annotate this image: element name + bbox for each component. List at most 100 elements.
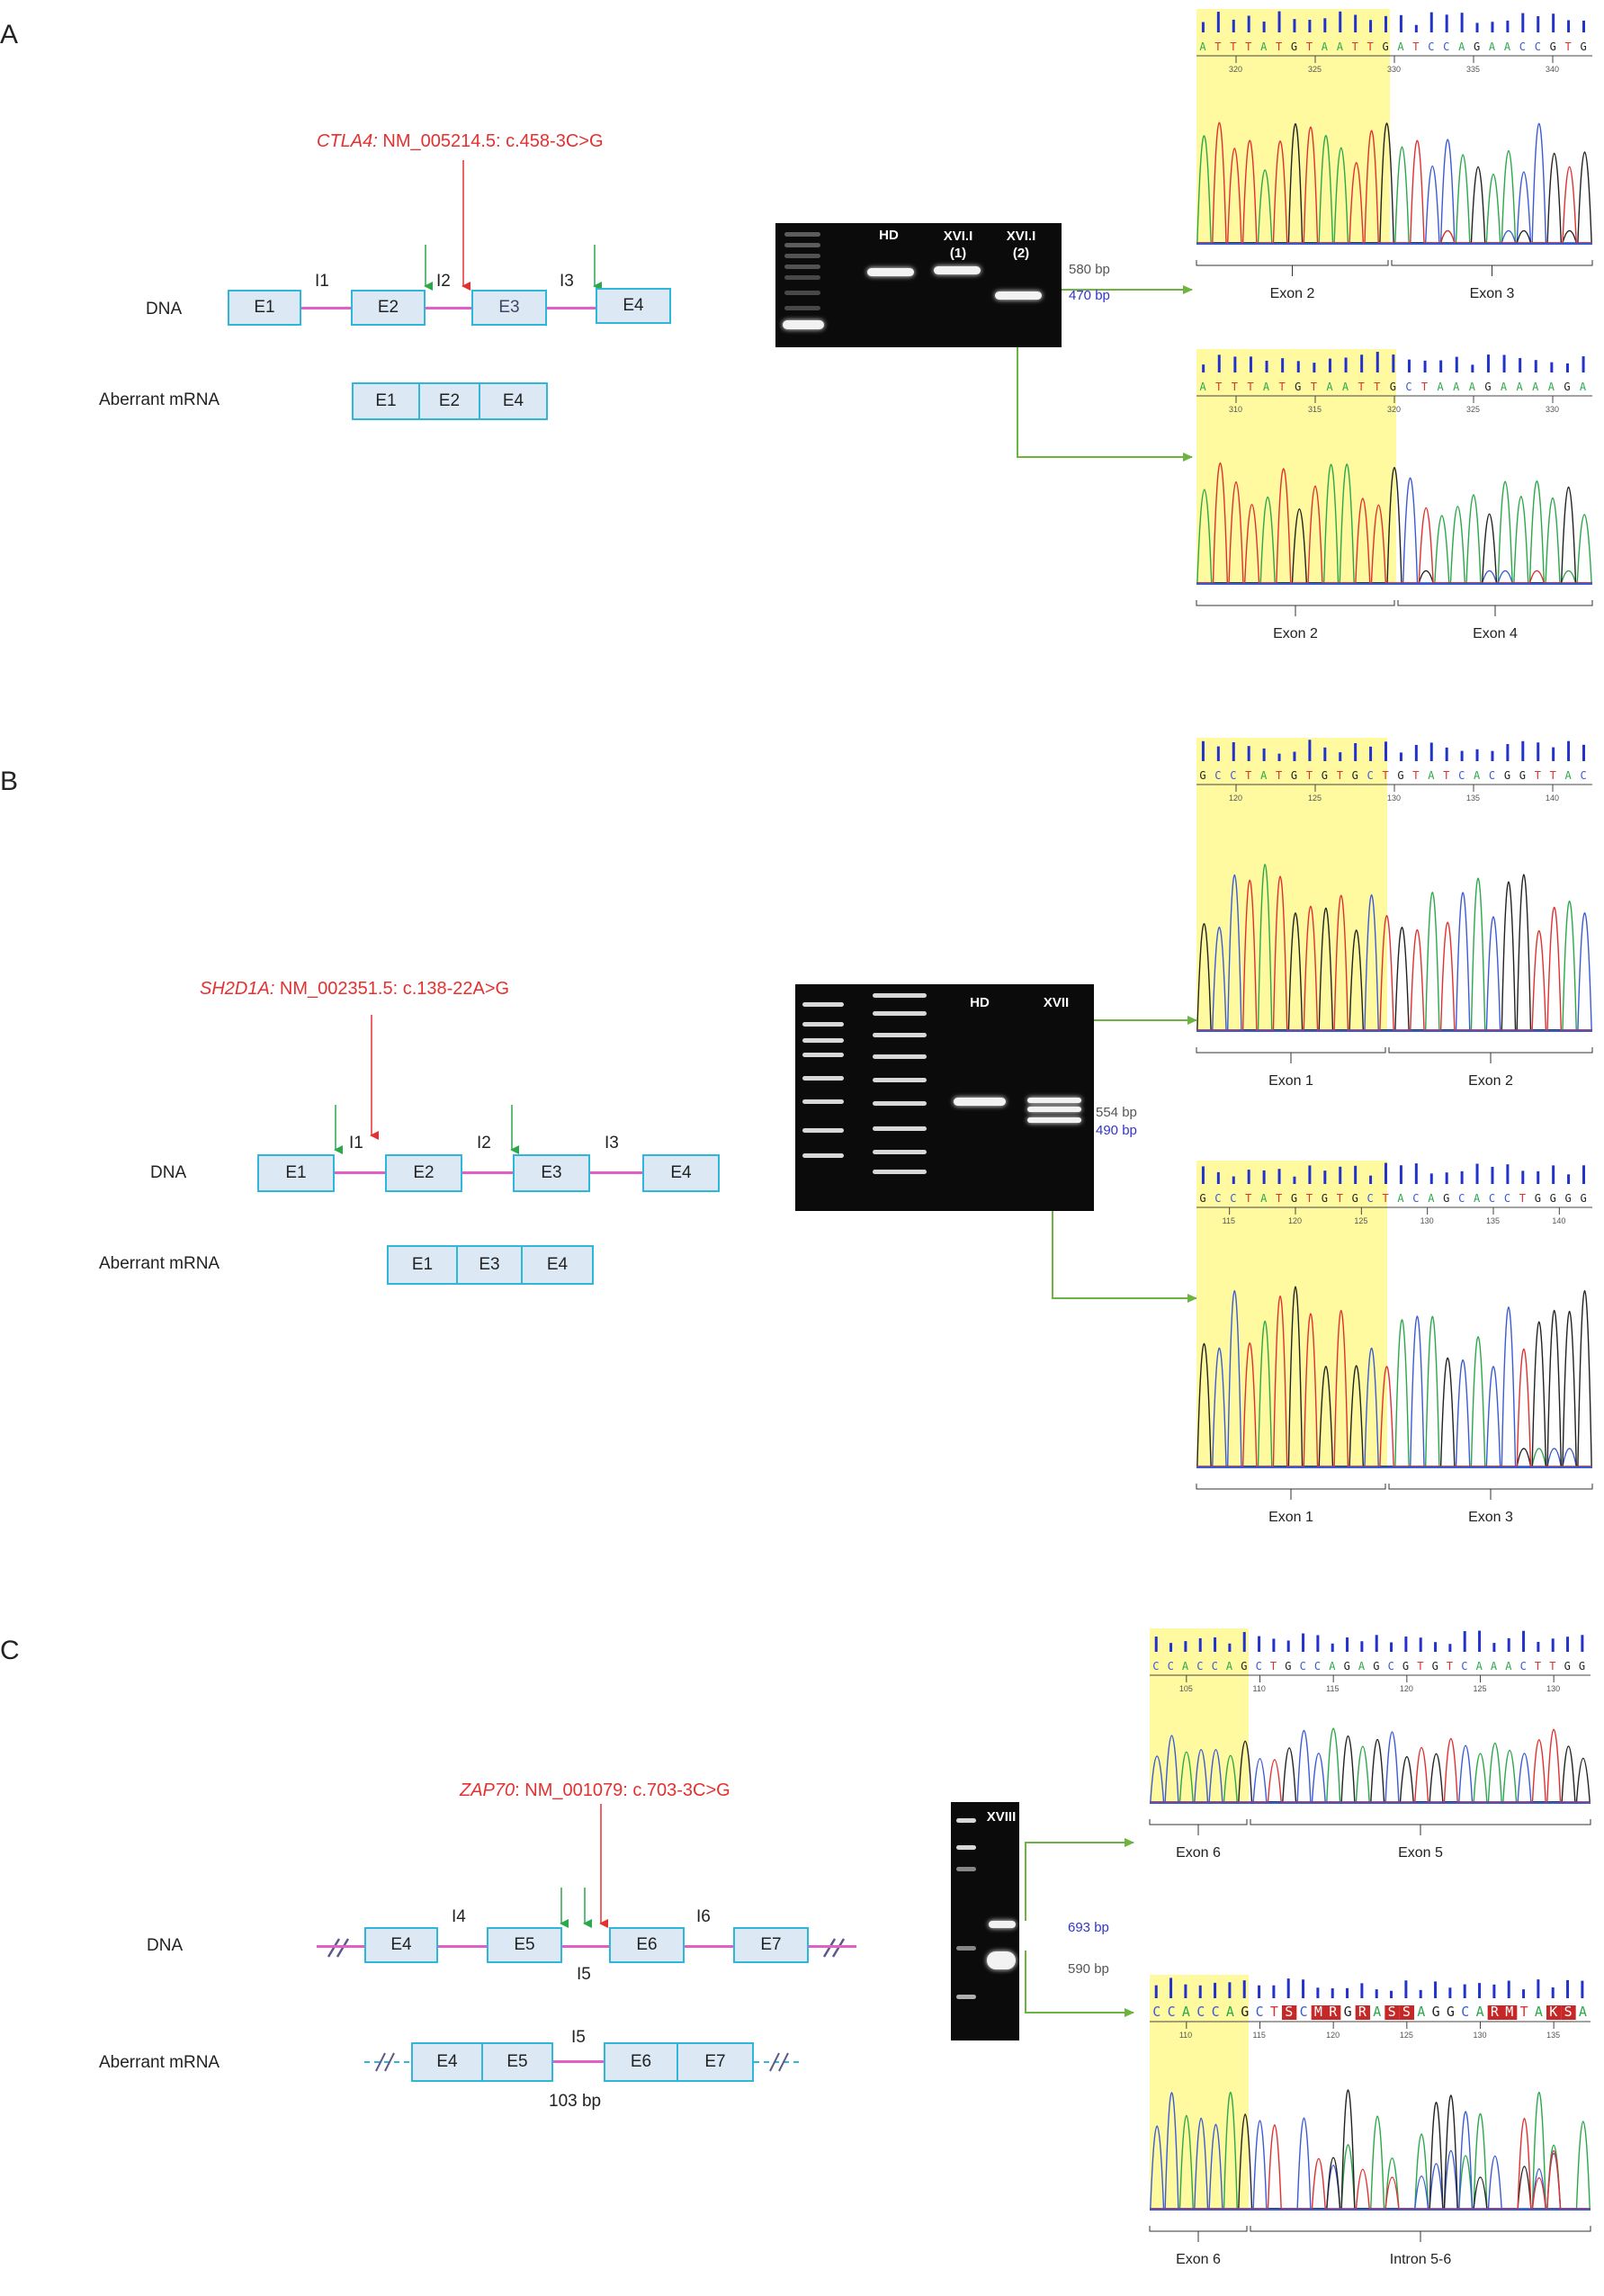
base-call: R <box>1329 2004 1338 2020</box>
quality-bar <box>1258 1985 1261 1998</box>
quality-bar <box>1228 1982 1232 1998</box>
gel-lane-label: XVI.I (1) <box>943 229 973 261</box>
quality-bar <box>1323 1170 1327 1184</box>
tick-label: 330 <box>1546 405 1559 414</box>
gel-image-a: HD XVI.I (1) XVI.I (2) <box>775 223 1062 347</box>
mrna-label-c: Aberrant mRNA <box>99 2053 220 2072</box>
quality-bar <box>1308 19 1312 32</box>
quality-bar <box>1232 741 1235 761</box>
quality-bar <box>1344 357 1348 372</box>
gel-lane-label: XVII <box>1043 995 1070 1010</box>
base-call: S <box>1564 2004 1573 2020</box>
exon-region-label: Exon 2 <box>1270 286 1315 301</box>
base-call: C <box>1443 40 1449 53</box>
exon-region-label: Exon 3 <box>1470 286 1515 301</box>
quality-bar <box>1169 1643 1173 1652</box>
base-call: T <box>1443 769 1449 782</box>
intron-label-a: I2 <box>436 272 451 291</box>
base-call: A <box>1260 1192 1268 1205</box>
tick-label: 335 <box>1466 65 1480 74</box>
exon-bracket <box>1250 1819 1591 1825</box>
base-call: A <box>1565 769 1573 782</box>
quality-bar <box>1582 744 1585 761</box>
base-call: A <box>1489 40 1496 53</box>
quality-bar <box>1360 1641 1364 1652</box>
exon-bracket <box>1391 260 1593 266</box>
base-call: A <box>1474 769 1481 782</box>
intron-label-a: I1 <box>315 272 329 291</box>
quality-bar <box>1582 356 1585 372</box>
mrna-exon: E1 <box>352 382 419 420</box>
exon-bracket <box>1149 2226 1248 2232</box>
quality-bar <box>1293 751 1296 761</box>
tick-label: 125 <box>1308 794 1322 803</box>
base-call: T <box>1421 381 1428 393</box>
intron-label-c: I6 <box>696 1907 711 1926</box>
quality-bar <box>1308 740 1312 761</box>
base-call: T <box>1232 381 1238 393</box>
quality-bar <box>1429 742 1433 761</box>
base-call: G <box>1352 769 1358 782</box>
quality-bar <box>1369 1175 1373 1184</box>
quality-bar <box>1384 741 1387 761</box>
quality-bar <box>1475 749 1479 761</box>
quality-bar <box>1369 20 1373 32</box>
quality-bar <box>1214 1982 1217 1998</box>
intron-label-b: I2 <box>477 1134 491 1152</box>
tick-label: 130 <box>1546 1684 1560 1693</box>
exon-box-b: E4 <box>642 1154 720 1192</box>
base-call: A <box>1428 769 1435 782</box>
tick-label: 125 <box>1474 1684 1487 1693</box>
base-call: T <box>1358 381 1365 393</box>
quality-bar <box>1537 1170 1540 1184</box>
quality-bar <box>1521 1170 1525 1184</box>
base-call: G <box>1352 1192 1358 1205</box>
base-call: T <box>1306 40 1313 53</box>
base-call: C <box>1152 1660 1159 1673</box>
exon-box-b: E1 <box>257 1154 335 1192</box>
base-call: C <box>1168 1660 1174 1673</box>
base-call: C <box>1580 769 1586 782</box>
quality-bar <box>1272 1985 1276 1998</box>
base-call: C <box>1412 1192 1419 1205</box>
base-call: A <box>1182 1660 1189 1673</box>
tick-label: 130 <box>1420 1216 1434 1225</box>
quality-bar <box>1448 1644 1452 1652</box>
quality-bar <box>1463 1630 1466 1652</box>
base-call: G <box>1550 40 1556 53</box>
mrna-label-b: Aberrant mRNA <box>99 1254 220 1273</box>
base-call: A <box>1342 381 1349 393</box>
base-call: T <box>1245 769 1251 782</box>
base-call: C <box>1214 769 1221 782</box>
quality-bar <box>1369 746 1373 761</box>
gel-band <box>1027 1098 1081 1103</box>
base-call: T <box>1215 381 1222 393</box>
tick-label: 110 <box>1253 1684 1266 1693</box>
base-call: G <box>1447 2004 1455 2020</box>
base-call: G <box>1564 381 1570 393</box>
quality-bar <box>1463 1984 1466 1998</box>
base-call: A <box>1491 1660 1498 1673</box>
tick-label: 315 <box>1308 405 1322 414</box>
base-call: G <box>1580 1192 1586 1205</box>
quality-bar <box>1247 1170 1250 1184</box>
base-call: A <box>1326 381 1333 393</box>
base-call: C <box>1212 1660 1218 1673</box>
base-call: G <box>1484 381 1491 393</box>
base-call: T <box>1270 2004 1278 2020</box>
tick-label: 125 <box>1354 1216 1367 1225</box>
quality-bar <box>1445 1172 1448 1184</box>
base-call: G <box>1519 769 1526 782</box>
base-call: T <box>1279 381 1286 393</box>
quality-bar <box>1565 363 1569 372</box>
mutation-label-c: ZAP70: NM_001079: c.703-3C>G <box>460 1780 730 1800</box>
quality-bar <box>1354 742 1358 761</box>
quality-bar <box>1198 1637 1202 1652</box>
quality-bar <box>1232 19 1235 32</box>
base-call: A <box>1373 2004 1381 2020</box>
quality-bar <box>1216 12 1220 32</box>
base-call: G <box>1432 2004 1440 2020</box>
mutation-label-b: SH2D1A: NM_002351.5: c.138-22A>G <box>200 979 510 999</box>
quality-bar <box>1567 740 1571 761</box>
